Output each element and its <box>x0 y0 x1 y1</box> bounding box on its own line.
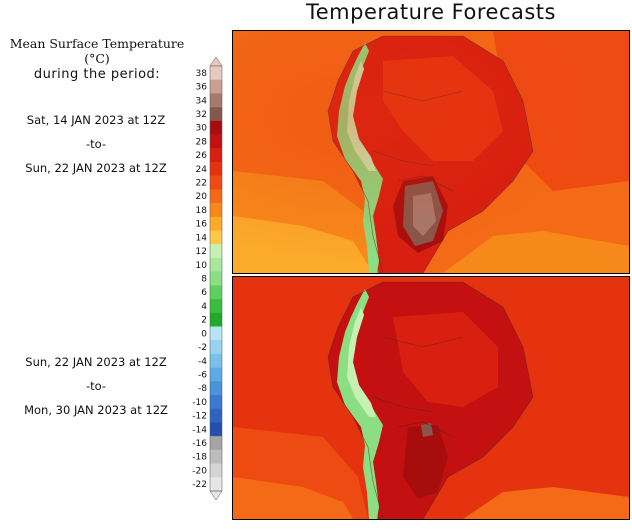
color-scale-bar: 38363432302826242220181614121086420-2-4-… <box>192 56 223 501</box>
scale-tick-label: 28 <box>196 137 208 147</box>
scale-top-arrow <box>209 56 223 67</box>
scale-tick-label: -8 <box>198 384 207 394</box>
scale-swatch <box>210 408 222 423</box>
scale-tick-label: 22 <box>196 179 207 189</box>
scale-tick-label: 12 <box>196 247 207 257</box>
scale-tick-label: 10 <box>196 261 208 271</box>
period-2-label: Sun, 22 JAN 2023 at 12Z -to- Mon, 30 JAN… <box>0 350 192 422</box>
scale-swatch <box>210 463 222 478</box>
scale-swatch <box>210 436 222 451</box>
scale-swatch <box>210 367 222 382</box>
scale-swatch <box>210 107 222 122</box>
scale-swatch <box>210 161 222 176</box>
scale-tick-label: 36 <box>196 83 208 93</box>
period-1-start: Sat, 14 JAN 2023 at 12Z <box>26 113 166 127</box>
scale-swatch <box>210 66 222 81</box>
hottest-zone <box>421 423 433 437</box>
scale-tick-label: 16 <box>196 220 208 230</box>
scale-tick-label: 24 <box>196 165 208 175</box>
country-borders <box>327 281 534 519</box>
scale-swatch <box>210 93 222 108</box>
scale-tick-label: 0 <box>201 329 207 339</box>
forecast-map-period-1 <box>232 30 630 274</box>
legend-title-line2: during the period: <box>33 67 161 82</box>
period-1-separator: -to- <box>85 137 107 151</box>
page-title: Temperature Forecasts <box>305 0 556 24</box>
scale-tick-label: -12 <box>192 412 207 422</box>
scale-swatch <box>210 326 222 341</box>
scale-swatch <box>210 120 222 135</box>
period-2-separator: -to- <box>85 379 107 393</box>
scale-swatch <box>210 216 222 231</box>
scale-tick-label: 18 <box>196 206 208 216</box>
scale-swatch <box>210 477 222 492</box>
scale-tick-label: 32 <box>196 110 207 120</box>
scale-swatch <box>210 134 222 149</box>
scale-swatch <box>210 271 222 286</box>
scale-tick-label: 20 <box>196 192 208 202</box>
scale-bottom-arrow <box>209 490 223 501</box>
scale-tick-label: 26 <box>196 151 208 161</box>
scale-swatch <box>210 189 222 204</box>
scale-tick-label: 4 <box>201 302 207 312</box>
map-1-graphic <box>233 31 629 273</box>
scale-tick-label: -20 <box>192 466 207 476</box>
forecast-map-period-2 <box>232 276 630 520</box>
period-2-start: Sun, 22 JAN 2023 at 12Z <box>25 355 167 369</box>
scale-swatch <box>210 381 222 396</box>
scale-swatch <box>210 257 222 272</box>
scale-swatch <box>210 79 222 94</box>
scale-tick-label: 30 <box>196 124 208 134</box>
scale-tick-label: 14 <box>196 233 208 243</box>
scale-tick-label: -4 <box>198 357 207 367</box>
period-2-end: Mon, 30 JAN 2023 at 12Z <box>24 403 168 417</box>
scale-tick-label: -14 <box>192 425 207 435</box>
scale-swatch <box>210 203 222 218</box>
scale-swatch <box>210 422 222 437</box>
amazon-region <box>393 312 498 407</box>
scale-tick-label: -22 <box>192 480 207 490</box>
scale-swatch <box>210 244 222 259</box>
scale-tick-label: 6 <box>201 288 207 298</box>
scale-tick-label: -2 <box>198 343 207 353</box>
scale-tick-label: -10 <box>192 398 207 408</box>
period-1-end: Sun, 22 JAN 2023 at 12Z <box>25 161 167 175</box>
scale-swatch <box>210 230 222 245</box>
scale-tick-label: 8 <box>201 275 207 285</box>
scale-frame <box>209 65 223 492</box>
scale-tick-label: -18 <box>192 453 207 463</box>
scale-swatch <box>210 340 222 355</box>
andes-high-peaks <box>347 307 376 417</box>
atlantic-cool-zone <box>463 487 629 519</box>
scale-swatch <box>210 299 222 314</box>
scale-swatch <box>210 395 222 410</box>
scale-swatch <box>210 353 222 368</box>
scale-swatch <box>210 148 222 163</box>
scale-swatch <box>210 449 222 464</box>
scale-tick-label: -6 <box>198 370 207 380</box>
shading-overlay <box>233 31 629 273</box>
scale-tick-label: 34 <box>196 96 208 106</box>
chaco-hot-region <box>403 425 448 499</box>
scale-tick-label: 38 <box>196 69 208 79</box>
ocean-cooler-zone <box>233 477 353 519</box>
scale-tick-label: -16 <box>192 439 207 449</box>
scale-swatch <box>210 175 222 190</box>
scale-swatch <box>210 312 222 327</box>
legend-title-line1: Mean Surface Temperature (°C) <box>9 36 185 66</box>
period-1-label: Sat, 14 JAN 2023 at 12Z -to- Sun, 22 JAN… <box>0 108 192 180</box>
scale-swatch <box>210 285 222 300</box>
scale-tick-label: 2 <box>201 316 207 326</box>
legend-title: Mean Surface Temperature (°C) during the… <box>2 36 192 82</box>
map-2-graphic <box>233 277 629 519</box>
